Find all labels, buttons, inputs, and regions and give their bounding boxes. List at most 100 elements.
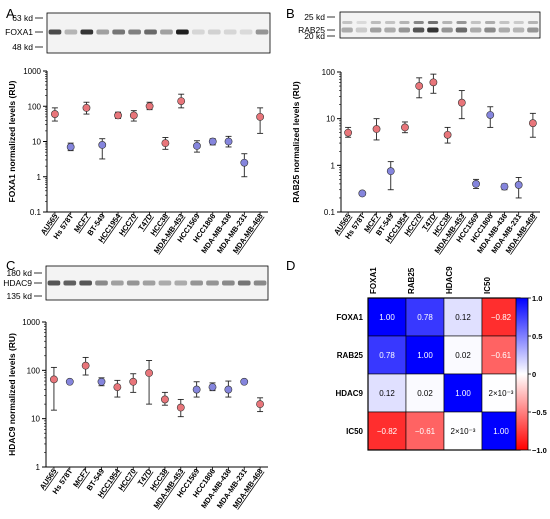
- point-marker: [486, 111, 495, 119]
- correlation-heatmap: 1.00 0.78 0.12 −0.820.78 1.00 0.02 −0.610.12 0.…: [335, 266, 546, 455]
- point-marker: [177, 97, 186, 105]
- y-axis-label: RAB25 normalized levels (RU): [291, 81, 301, 203]
- blot-band-upper: [513, 21, 524, 24]
- point-marker: [386, 167, 395, 176]
- blot-band: [222, 280, 235, 286]
- y-tick-label: 10: [32, 138, 41, 147]
- blot-band: [112, 29, 126, 35]
- blot-band: [237, 280, 251, 286]
- data-point: [50, 366, 58, 411]
- panel-letter: A: [6, 6, 15, 21]
- point-marker: [82, 103, 91, 112]
- data-point: [208, 137, 217, 146]
- blot-band: [512, 27, 525, 33]
- data-point: [161, 391, 169, 406]
- blot-band: [176, 29, 189, 35]
- panel-letter: C: [6, 258, 15, 273]
- point-marker: [256, 112, 265, 121]
- heatmap-cell-label: 0.02: [455, 351, 471, 360]
- data-point: [82, 101, 91, 115]
- heatmap-cell-label: −0.82: [377, 427, 398, 436]
- point-marker: [81, 361, 90, 370]
- point-marker: [457, 98, 466, 107]
- y-axis-label: FOXA1 normalized levels (RU): [7, 80, 17, 202]
- y-tick-label: 100: [27, 366, 41, 375]
- point-marker: [50, 110, 59, 118]
- y-tick-label: 1: [331, 161, 336, 170]
- point-marker: [240, 158, 249, 167]
- heatmap-column-label: RAB25: [407, 267, 416, 294]
- heatmap-cell: [405, 373, 445, 413]
- point-marker: [208, 383, 217, 391]
- heatmap-cell: [481, 373, 521, 413]
- blot-band-upper: [470, 21, 481, 24]
- blot-band: [206, 280, 219, 286]
- size-marker-label: 135 kd: [6, 291, 32, 301]
- y-tick-label: 1000: [22, 318, 40, 327]
- data-point: [114, 111, 122, 120]
- colorbar-tick-label: 0.5: [532, 332, 542, 341]
- data-point: [500, 182, 509, 191]
- point-marker: [401, 123, 409, 132]
- data-point: [240, 377, 249, 386]
- point-marker: [113, 383, 122, 391]
- heatmap-column-label: HDAC9: [445, 266, 454, 294]
- data-point: [224, 380, 233, 398]
- blot-band: [370, 27, 382, 33]
- blot-band: [128, 29, 141, 35]
- point-marker: [443, 130, 452, 139]
- heatmap-cell: [367, 373, 407, 413]
- data-point: [443, 126, 452, 144]
- data-point: [224, 135, 233, 148]
- y-axis-label: HDAC9 normalized levels (RU): [7, 333, 17, 456]
- data-point: [344, 126, 353, 138]
- data-point: [240, 153, 249, 178]
- heatmap-cell: [405, 411, 445, 451]
- blot-band: [223, 29, 237, 35]
- point-marker: [145, 369, 153, 377]
- point-marker: [240, 377, 249, 386]
- point-marker: [129, 377, 138, 386]
- heatmap-cell-label: 2×10⁻³: [451, 427, 476, 436]
- blot-band: [174, 280, 188, 286]
- size-marker-label: 180 kd: [6, 268, 32, 278]
- point-marker: [514, 181, 523, 189]
- panel-letter: B: [286, 6, 295, 21]
- blot-protein-label: FOXA1: [5, 27, 33, 37]
- y-tick-label: 0.1: [324, 208, 336, 217]
- data-point: [486, 106, 495, 128]
- point-marker: [208, 137, 217, 146]
- data-point: [161, 137, 170, 150]
- y-tick-label: 1000: [23, 67, 41, 76]
- point-marker: [161, 395, 169, 404]
- blot-band: [79, 280, 92, 286]
- heatmap-column-label: IC50: [483, 277, 492, 294]
- data-point: [528, 112, 537, 138]
- data-point: [401, 121, 409, 134]
- size-marker-label: 48 kd: [12, 42, 33, 52]
- point-marker: [528, 119, 537, 128]
- data-point: [129, 110, 138, 122]
- data-point: [429, 73, 438, 94]
- point-marker: [129, 111, 138, 120]
- panel-letter: D: [286, 258, 295, 273]
- size-marker-label: 25 kd: [304, 12, 325, 22]
- y-tick-label: 1: [36, 463, 41, 472]
- heatmap-cell-label: 2×10⁻³: [489, 389, 514, 398]
- heatmap-cell-label: 0.12: [455, 313, 471, 322]
- blot-band: [498, 27, 510, 33]
- point-marker: [500, 182, 509, 191]
- heatmap-row-label: HDAC9: [335, 389, 363, 398]
- data-point: [256, 107, 265, 134]
- heatmap-cell: [443, 335, 483, 375]
- point-marker: [161, 139, 170, 148]
- heatmap-cell: [443, 297, 483, 337]
- y-tick-label: 10: [326, 115, 335, 124]
- blot-band: [80, 29, 94, 35]
- heatmap-cell-label: −0.82: [491, 313, 512, 322]
- point-marker: [193, 142, 201, 150]
